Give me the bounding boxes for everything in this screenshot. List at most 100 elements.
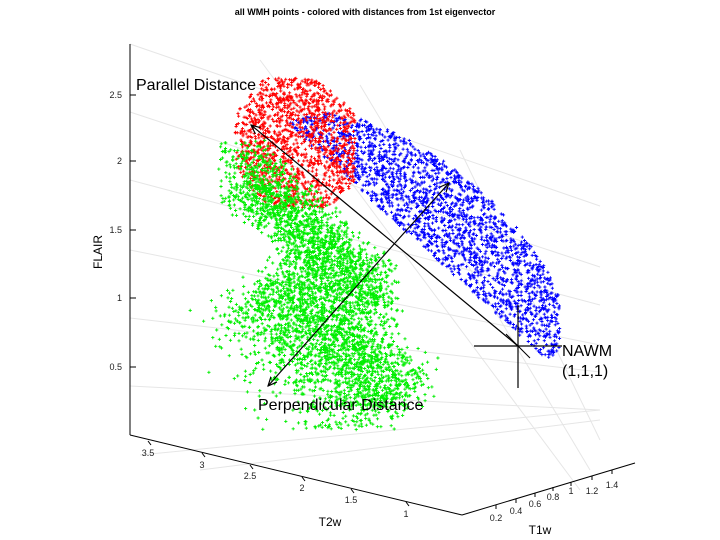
data-point	[271, 292, 275, 296]
data-point	[434, 240, 439, 244]
data-point	[234, 302, 238, 306]
data-point	[344, 414, 348, 418]
data-point	[260, 322, 264, 326]
data-point	[334, 378, 338, 382]
data-point	[283, 348, 287, 352]
data-point	[411, 165, 415, 169]
data-point	[247, 102, 252, 106]
y-tick	[147, 440, 152, 446]
data-point	[545, 294, 549, 299]
data-point	[500, 263, 504, 267]
data-point	[241, 275, 245, 279]
data-point	[372, 180, 376, 184]
data-point	[533, 296, 537, 300]
data-point	[243, 129, 247, 133]
data-point	[435, 197, 439, 201]
data-point	[320, 341, 324, 345]
data-point	[354, 180, 359, 185]
data-point	[425, 208, 429, 213]
data-point	[484, 225, 488, 229]
data-point	[422, 155, 426, 159]
data-point	[547, 302, 552, 306]
data-point	[265, 417, 269, 421]
grid-line	[139, 409, 601, 456]
data-point	[443, 180, 447, 184]
data-point	[253, 282, 257, 286]
data-point	[383, 135, 387, 139]
data-point	[319, 191, 323, 195]
data-point	[530, 282, 534, 286]
data-point	[535, 277, 539, 281]
data-point	[422, 227, 426, 231]
data-point	[426, 386, 430, 390]
data-point	[344, 420, 348, 424]
data-point	[538, 259, 542, 263]
data-point	[499, 304, 503, 308]
data-point	[309, 155, 314, 159]
data-point	[395, 345, 399, 349]
data-point	[460, 250, 464, 254]
data-point	[338, 126, 343, 131]
data-point	[367, 154, 371, 158]
data-point	[520, 235, 524, 239]
data-point	[370, 369, 374, 373]
data-point	[476, 186, 480, 190]
data-point	[388, 204, 392, 208]
data-point	[493, 302, 497, 306]
data-point	[490, 205, 494, 209]
data-point	[485, 260, 489, 264]
data-point	[252, 132, 256, 136]
data-point	[406, 205, 410, 210]
data-point	[516, 293, 520, 297]
data-point	[349, 125, 353, 129]
data-point	[381, 187, 385, 191]
data-point	[384, 166, 388, 171]
data-point	[542, 339, 546, 343]
data-point	[450, 193, 454, 197]
data-point	[351, 156, 355, 160]
data-point	[391, 217, 395, 221]
data-point	[426, 222, 430, 226]
data-point	[472, 197, 476, 201]
data-point	[217, 337, 221, 341]
data-point	[476, 274, 480, 278]
data-point	[476, 290, 480, 294]
data-point	[433, 228, 437, 232]
data-point	[513, 242, 517, 246]
y-tick	[405, 501, 410, 507]
data-point	[277, 76, 281, 80]
data-point	[528, 323, 532, 327]
data-point	[328, 179, 332, 183]
data-point	[461, 208, 465, 213]
data-point	[486, 279, 490, 284]
data-point	[256, 416, 260, 420]
data-point	[481, 269, 485, 273]
data-point	[232, 309, 236, 313]
data-point	[375, 127, 379, 131]
data-point	[360, 129, 364, 134]
data-point	[513, 327, 518, 331]
data-point	[541, 269, 545, 273]
data-point	[471, 204, 475, 208]
data-point	[551, 304, 555, 308]
data-point	[313, 385, 318, 389]
data-point	[236, 111, 240, 115]
data-point	[494, 253, 498, 257]
data-point	[513, 312, 517, 317]
data-point	[533, 282, 537, 286]
data-point	[448, 232, 452, 236]
data-point	[289, 313, 293, 317]
data-point	[394, 172, 399, 176]
data-point	[467, 234, 471, 238]
data-point	[389, 424, 393, 428]
data-point	[310, 146, 314, 150]
data-point	[508, 312, 512, 316]
data-point	[444, 201, 448, 205]
data-point	[446, 172, 450, 176]
data-point	[419, 200, 423, 204]
data-point	[513, 288, 517, 293]
data-point	[529, 329, 533, 333]
data-point	[283, 382, 287, 386]
data-point	[330, 389, 334, 394]
data-point	[411, 217, 415, 221]
